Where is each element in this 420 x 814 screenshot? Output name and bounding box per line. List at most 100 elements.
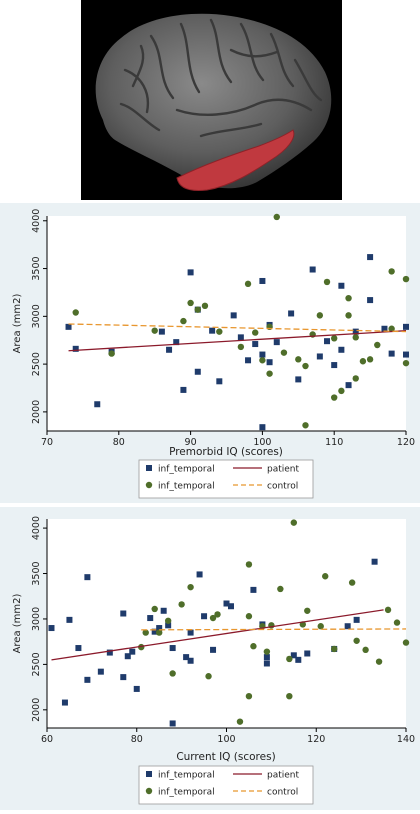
control-data-point xyxy=(374,341,381,349)
x-tick-label: 140 xyxy=(397,734,415,745)
y-tick-label: 3000 xyxy=(31,304,42,328)
y-tick-label: 4000 xyxy=(31,516,42,540)
patient-data-point xyxy=(367,297,374,304)
control-data-point xyxy=(304,607,311,614)
patient-data-point xyxy=(288,310,295,317)
control-data-point xyxy=(388,325,395,332)
control-data-point xyxy=(142,629,149,636)
y-axis-label: Area (mm2) xyxy=(12,593,23,653)
patient-data-point xyxy=(295,656,302,663)
patient-data-point xyxy=(160,607,167,614)
control-data-point xyxy=(252,329,259,336)
legend-patient-marker-label: inf_temporal xyxy=(158,465,215,475)
y-tick-label: 2000 xyxy=(31,698,42,722)
control-data-point xyxy=(245,692,253,700)
patient-data-point xyxy=(196,571,203,578)
patient-data-point xyxy=(352,328,359,335)
patient-data-point xyxy=(75,645,82,652)
control-data-point xyxy=(338,387,345,395)
control-data-point xyxy=(402,275,410,283)
control-data-point xyxy=(216,328,223,335)
control-data-point xyxy=(302,422,309,429)
patient-data-point xyxy=(245,357,252,364)
x-tick-label: 120 xyxy=(307,734,325,745)
patient-data-point xyxy=(344,623,351,630)
control-data-point xyxy=(245,561,253,568)
patient-data-point xyxy=(273,339,280,346)
control-data-point xyxy=(290,519,298,526)
x-tick-label: 80 xyxy=(131,734,143,745)
brain-illustration xyxy=(95,13,332,191)
control-data-point xyxy=(286,692,293,700)
control-data-point xyxy=(402,359,410,367)
patient-data-point xyxy=(151,628,158,635)
x-tick-label: 120 xyxy=(397,437,415,448)
patient-data-point xyxy=(371,558,378,565)
control-data-point xyxy=(180,317,187,325)
patient-data-point xyxy=(120,610,127,617)
control-data-point xyxy=(302,362,309,370)
patient-data-point xyxy=(84,574,91,581)
legend-patient-line-label: patient xyxy=(267,465,299,475)
patient-data-point xyxy=(84,676,91,683)
control-data-point xyxy=(286,655,293,663)
control-data-point xyxy=(348,579,356,586)
patient-data-point xyxy=(187,629,194,636)
control-data-point xyxy=(384,606,392,614)
control-data-point xyxy=(237,343,245,351)
legend-control-marker xyxy=(145,787,153,795)
control-data-point xyxy=(345,294,352,302)
premorbid-iq-scatter-chart: 70 80 90 100 110 120 2000 2500 3000 3500 4000 Area… xyxy=(12,209,415,499)
patient-data-point xyxy=(129,648,136,655)
control-data-point xyxy=(236,718,244,725)
legend-control-line-label: control xyxy=(267,482,298,492)
legend-frame xyxy=(138,765,314,805)
x-tick-label: 80 xyxy=(113,437,125,448)
patient-data-point xyxy=(290,652,297,659)
control-fit-line xyxy=(68,323,407,333)
patient-data-point xyxy=(338,282,345,289)
control-data-point xyxy=(178,601,185,608)
control-data-point xyxy=(375,658,383,665)
patient-data-point xyxy=(209,327,216,334)
patient-data-point xyxy=(166,346,173,353)
control-data-point xyxy=(250,643,257,650)
control-data-point xyxy=(263,648,271,655)
legend: inf_temporal patient inf_temporal contro… xyxy=(138,765,314,805)
control-data-point xyxy=(331,645,338,653)
patient-data-point xyxy=(230,312,237,319)
sulci-pattern xyxy=(119,18,323,138)
patient-data-point xyxy=(124,653,131,660)
current-iq-chart-panel: 60 80 100 120 140 2000 2500 3000 3500 4000 Area (… xyxy=(0,507,420,810)
y-tick-label: 4000 xyxy=(31,209,42,233)
patient-data-point xyxy=(158,328,165,335)
patient-data-point xyxy=(165,622,172,629)
patient-data-point xyxy=(61,699,68,706)
patient-data-point xyxy=(367,254,374,261)
control-data-point xyxy=(108,350,115,357)
patient-data-point xyxy=(210,646,217,653)
patient-data-point xyxy=(173,339,180,346)
plot-area xyxy=(47,216,406,431)
control-data-point xyxy=(244,280,252,288)
control-data-point xyxy=(402,639,410,646)
patient-data-point xyxy=(304,650,311,657)
patient-data-point xyxy=(259,424,266,431)
control-data-point xyxy=(205,673,212,680)
legend: inf_temporal patient inf_temporal contro… xyxy=(138,459,314,499)
x-tick-label: 100 xyxy=(253,437,271,448)
patient-data-point xyxy=(120,674,127,681)
legend-control-marker-label: inf_temporal xyxy=(158,788,215,798)
x-tick-label: 60 xyxy=(41,734,53,745)
control-data-point xyxy=(352,375,359,382)
control-data-point xyxy=(151,605,158,613)
legend-control-marker xyxy=(145,481,153,489)
control-data-point xyxy=(277,585,284,593)
patient-data-point xyxy=(169,645,176,652)
control-data-point xyxy=(214,611,221,618)
patient-data-point xyxy=(331,362,338,369)
premorbid-iq-chart-panel: 70 80 90 100 110 120 2000 2500 3000 3500 4000 Area… xyxy=(0,203,420,503)
control-data-point xyxy=(280,349,288,356)
patient-data-point xyxy=(388,350,395,357)
legend-patient-marker-label: inf_temporal xyxy=(158,771,215,781)
